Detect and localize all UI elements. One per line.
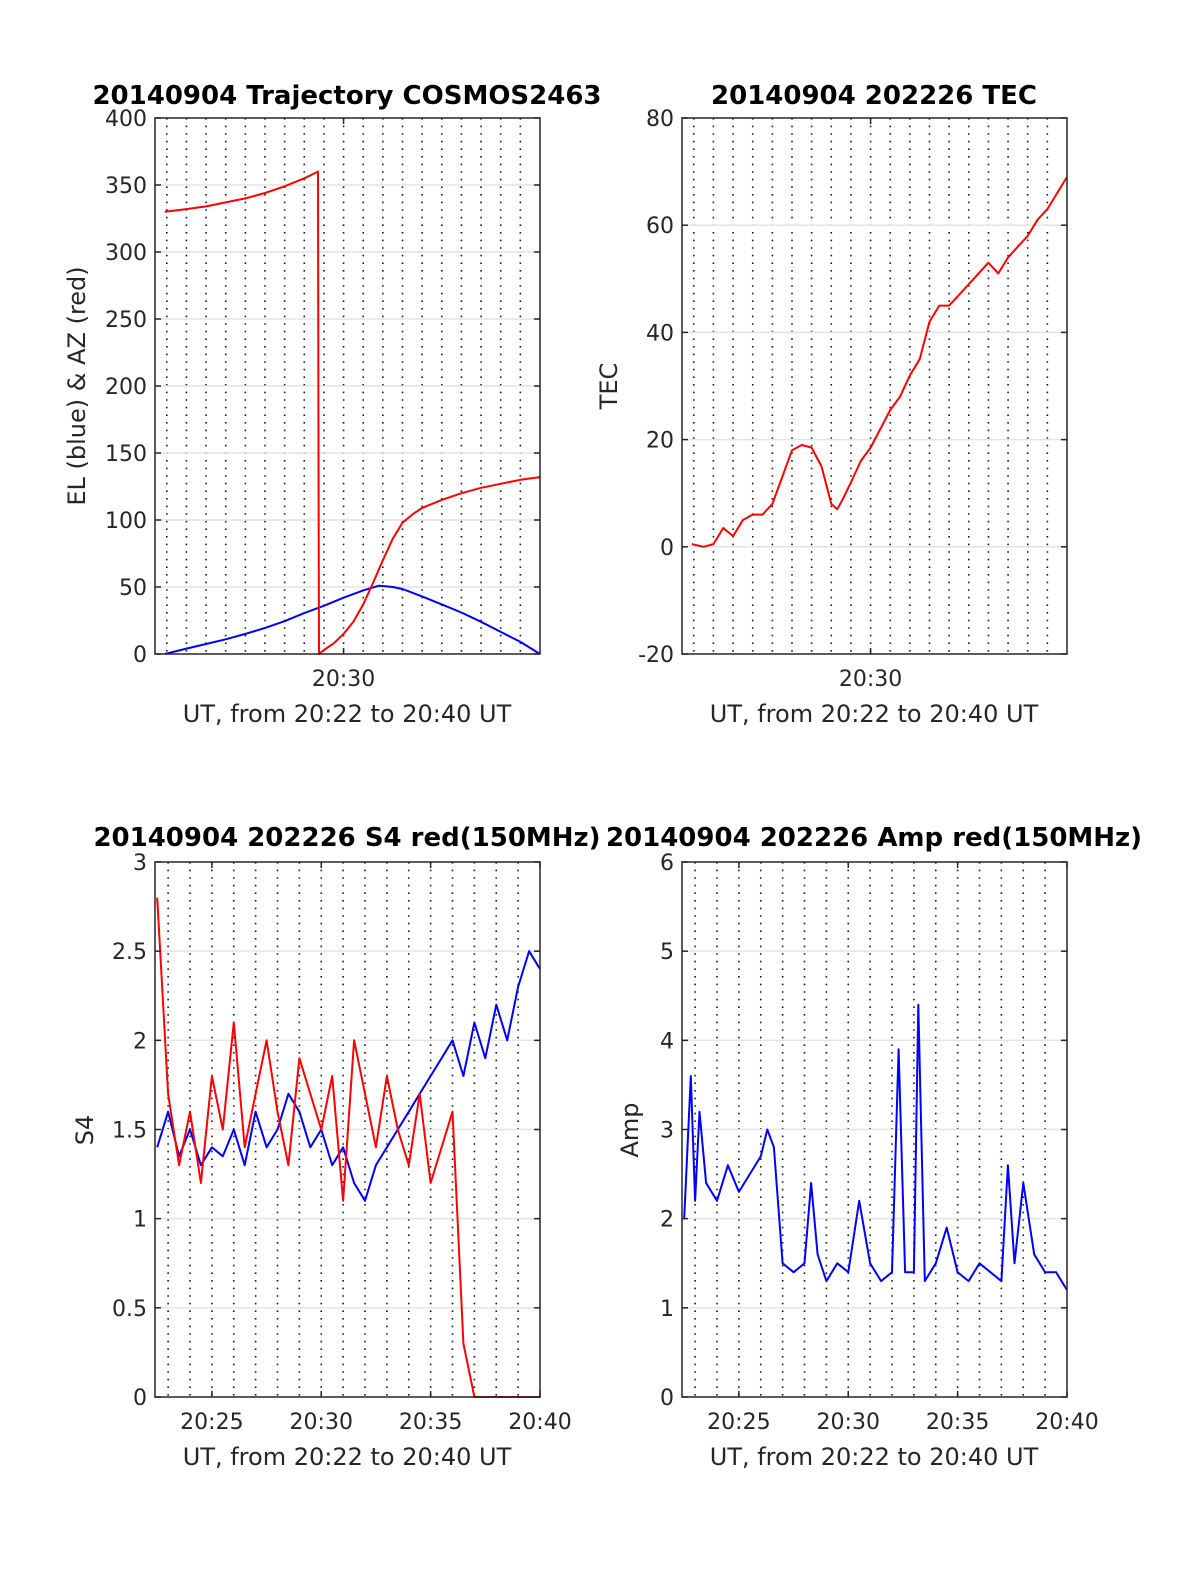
amp-x-label: UT, from 20:22 to 20:40 UT [710,1443,1039,1471]
s4-y-tick-label: 3 [133,851,147,876]
amp-x-tick-label: 20:35 [926,1410,989,1435]
trajectory-y-tick-label: 350 [105,174,147,199]
amp-y-tick-label: 6 [660,851,674,876]
s4-y-tick-label: 2 [133,1029,147,1054]
s4-y-tick-label: 1.5 [112,1119,147,1144]
amp-y-tick-label: 0 [660,1386,674,1411]
trajectory-y-tick-label: 300 [105,241,147,266]
tec-series-line-0 [691,176,1068,548]
trajectory-grid [155,118,540,654]
amp-x-tick-label: 20:40 [1035,1410,1098,1435]
tec-y-tick-label: -20 [638,643,674,668]
amp-y-tick-label: 2 [660,1208,674,1233]
trajectory-x-tick-label: 20:30 [312,667,375,692]
s4-x-label: UT, from 20:22 to 20:40 UT [183,1443,512,1471]
amp-y-tick-label: 3 [660,1119,674,1144]
tec-ticks: -20 0 20 40 60 80 20:30 [638,107,1067,692]
trajectory-title: 20140904 Trajectory COSMOS2463 [92,81,601,111]
amp-ticks: 0 1 2 3 4 5 6 20:25 20:30 20:35 20:40 [660,851,1099,1435]
s4-y-tick-label: 0 [133,1386,147,1411]
amp-x-tick-label: 20:30 [817,1410,880,1435]
tec-title: 20140904 202226 TEC [711,81,1037,111]
trajectory-y-tick-label: 150 [105,442,147,467]
trajectory-x-label: UT, from 20:22 to 20:40 UT [183,700,512,728]
trajectory-series-line-1 [164,170,541,655]
amp-series [683,1003,1068,1291]
amp-chart: 0 1 2 3 4 5 6 20:25 20:30 20:35 20:40 20140904 202… [606,823,1142,1471]
amp-y-tick-label: 5 [660,940,674,965]
tec-x-label: UT, from 20:22 to 20:40 UT [710,700,1039,728]
s4-y-tick-label: 1 [133,1208,147,1233]
s4-series-line-0 [156,950,541,1202]
s4-y-tick-label: 2.5 [112,940,147,965]
tec-frame [681,117,1068,655]
tec-y-tick-label: 20 [646,429,674,454]
s4-x-tick-label: 20:25 [180,1410,243,1435]
trajectory-y-tick-label: 50 [119,576,147,601]
amp-grid [682,862,1067,1397]
s4-title: 20140904 202226 S4 red(150MHz) [93,823,600,853]
tec-y-label: TEC [595,363,623,411]
trajectory-y-tick-label: 100 [105,509,147,534]
s4-ticks: 0 0.5 1 1.5 2 2.5 3 20:25 20:30 20:35 20:40 [112,851,572,1435]
trajectory-y-tick-label: 250 [105,308,147,333]
amp-y-label: Amp [616,1102,644,1157]
amp-series-line-0 [683,1003,1068,1291]
s4-x-tick-label: 20:30 [290,1410,353,1435]
tec-x-tick-label: 20:30 [839,667,902,692]
amp-title: 20140904 202226 Amp red(150MHz) [606,823,1142,853]
trajectory-y-tick-label: 200 [105,375,147,400]
trajectory-chart: 0 50 100 150 200 250 300 350 400 20:30 20140904 T… [63,81,602,728]
trajectory-series [164,170,541,655]
trajectory-series-line-0 [164,584,541,655]
trajectory-ticks: 0 50 100 150 200 250 300 350 400 20:30 [105,107,540,692]
tec-series [691,176,1068,548]
s4-x-tick-label: 20:35 [399,1410,462,1435]
amp-x-tick-label: 20:25 [707,1410,770,1435]
tec-y-tick-label: 0 [660,536,674,561]
tec-chart: -20 0 20 40 60 80 20:30 20140904 202226 TEC UT… [595,81,1068,728]
s4-x-tick-label: 20:40 [508,1410,571,1435]
s4-y-tick-label: 0.5 [112,1297,147,1322]
s4-chart: 0 0.5 1 1.5 2 2.5 3 20:25 20:30 20:35 20:40 201409… [71,823,601,1471]
amp-y-tick-label: 1 [660,1297,674,1322]
tec-y-tick-label: 60 [646,214,674,239]
tec-plot-area [682,118,1067,654]
tec-y-tick-label: 40 [646,321,674,346]
trajectory-y-tick-label: 400 [105,107,147,132]
amp-y-tick-label: 4 [660,1029,674,1054]
tec-y-tick-label: 80 [646,107,674,132]
s4-y-label: S4 [71,1115,99,1146]
trajectory-y-label: EL (blue) & AZ (red) [63,266,91,505]
trajectory-y-tick-label: 0 [133,643,147,668]
